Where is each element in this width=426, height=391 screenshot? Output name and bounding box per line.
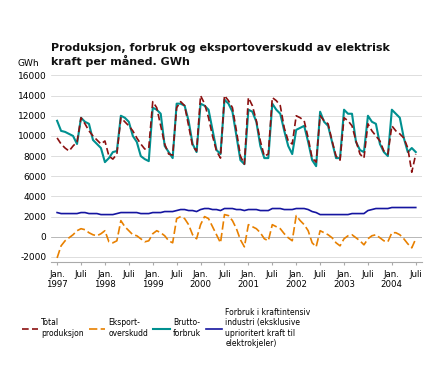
- Text: Produksjon, forbruk og eksportoverskudd av elektrisk
kraft per måned. GWh: Produksjon, forbruk og eksportoverskudd …: [51, 43, 390, 67]
- Legend: Total
produksjon, Eksport-
overskudd, Brutto-
forbruk, Forbruk i kraftintensiv
i: Total produksjon, Eksport- overskudd, Br…: [22, 308, 311, 348]
- Text: GWh: GWh: [18, 59, 39, 68]
